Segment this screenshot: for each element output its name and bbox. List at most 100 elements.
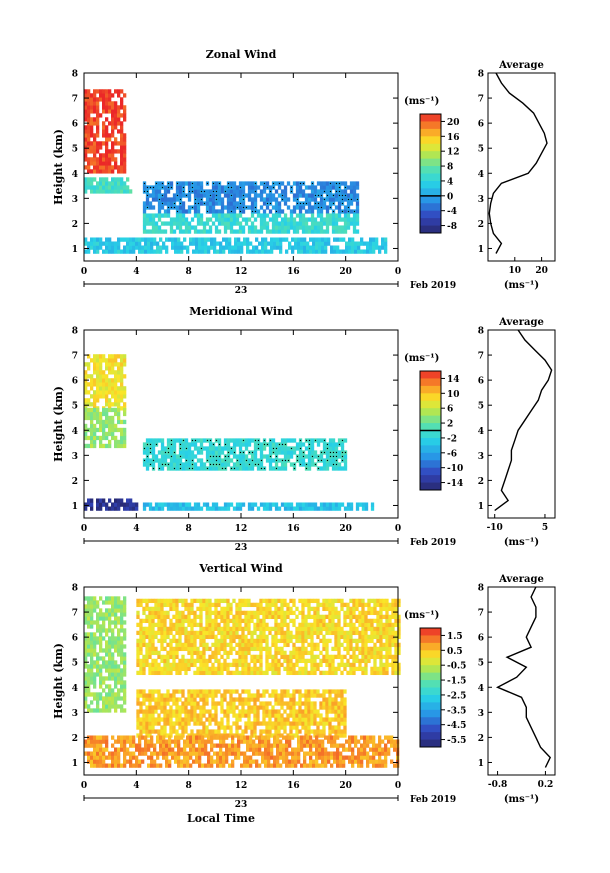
heatmap-cell: [238, 709, 242, 714]
heatmap-cell: [220, 462, 225, 467]
heatmap-cell: [229, 630, 233, 636]
average-y-tick-label: 8: [478, 327, 484, 337]
heatmap-cell: [292, 209, 297, 214]
contour-dot: [314, 202, 317, 205]
heatmap-cell: [102, 241, 106, 246]
heatmap-cell: [208, 634, 212, 640]
heatmap-cell: [312, 237, 316, 242]
heatmap-cell: [157, 602, 161, 608]
heatmap-cell: [256, 713, 260, 718]
heatmap-cell: [265, 193, 270, 198]
heatmap-cell: [319, 717, 323, 722]
heatmap-cell: [328, 502, 333, 507]
heatmap-cell: [123, 93, 127, 98]
heatmap-cell: [102, 696, 106, 701]
heatmap-cell: [390, 735, 394, 740]
heatmap-cell: [220, 666, 224, 672]
heatmap-cell: [175, 729, 179, 734]
heatmap-cell: [301, 713, 305, 718]
heatmap-cell: [277, 213, 282, 218]
heatmap-cell: [114, 620, 118, 625]
contour-dot: [164, 463, 167, 466]
heatmap-cell: [232, 721, 236, 726]
heatmap-cell: [120, 735, 124, 740]
heatmap-cell: [375, 747, 379, 752]
heatmap-cell: [247, 717, 251, 722]
heatmap-cell: [87, 137, 91, 142]
heatmap-cell: [90, 506, 94, 511]
heatmap-cell: [157, 689, 161, 694]
heatmap-cell: [214, 709, 218, 714]
heatmap-cell: [244, 442, 249, 447]
heatmap-cell: [217, 610, 221, 616]
heatmap-cell: [349, 506, 354, 511]
heatmap-cell: [268, 717, 272, 722]
heatmap-cell: [235, 630, 239, 636]
heatmap-cell: [342, 763, 346, 768]
heatmap-cell: [87, 129, 91, 134]
heatmap-cell: [312, 249, 316, 254]
contour-dot: [254, 439, 257, 442]
heatmap-cell: [123, 652, 127, 657]
heatmap-cell: [226, 626, 230, 632]
heatmap-cell: [96, 415, 100, 421]
heatmap-cell: [217, 638, 221, 644]
heatmap-cell: [247, 610, 251, 616]
heatmap-cell: [210, 755, 214, 760]
heatmap-cell: [355, 209, 360, 214]
heatmap-cell: [96, 751, 100, 756]
colorbar-segment: [420, 143, 441, 152]
heatmap-cell: [105, 648, 109, 653]
heatmap-cell: [87, 616, 91, 621]
heatmap-cell: [220, 446, 225, 451]
heatmap-cell: [142, 725, 146, 730]
heatmap-cell: [111, 133, 115, 138]
heatmap-cell: [202, 193, 207, 198]
heatmap-cell: [250, 466, 255, 471]
heatmap-cell: [256, 618, 260, 624]
heatmap-cell: [157, 626, 161, 632]
heatmap-cell: [145, 646, 149, 652]
heatmap-cell: [223, 689, 227, 694]
heatmap-cell: [304, 221, 309, 226]
heatmap-cell: [241, 458, 246, 463]
heatmap-cell: [232, 598, 236, 604]
heatmap-cell: [309, 739, 313, 744]
heatmap-cell: [261, 241, 265, 246]
heatmap-cell: [273, 237, 277, 242]
heatmap-cell: [324, 755, 328, 760]
heatmap-cell: [226, 650, 230, 656]
heatmap-cell: [297, 739, 301, 744]
heatmap-cell: [324, 735, 328, 740]
heatmap-cell: [87, 382, 91, 387]
heatmap-cell: [337, 217, 342, 222]
heatmap-cell: [229, 610, 233, 616]
heatmap-cell: [105, 684, 109, 689]
heatmap-cell: [84, 680, 88, 685]
heatmap-cell: [93, 608, 97, 613]
heatmap-cell: [157, 606, 161, 612]
contour-dot: [329, 190, 332, 193]
heatmap-cell: [316, 438, 321, 443]
contour-dot: [320, 206, 323, 209]
heatmap-cell: [378, 747, 382, 752]
heatmap-cell: [105, 109, 109, 114]
heatmap-cell: [334, 197, 339, 202]
heatmap-cell: [318, 249, 322, 254]
colorbar-tick-label: 12: [447, 148, 460, 158]
heatmap-cell: [349, 221, 354, 226]
heatmap-cell: [99, 378, 103, 383]
heatmap-cell: [141, 237, 145, 242]
heatmap-cell: [214, 506, 219, 511]
heatmap-cell: [201, 237, 205, 242]
heatmap-cell: [355, 506, 360, 511]
heatmap-cells: [84, 596, 401, 768]
heatmap-cell: [96, 616, 100, 621]
heatmap-cell: [184, 646, 188, 652]
heatmap-cell: [255, 245, 259, 250]
contour-dot: [275, 455, 278, 458]
heatmap-cell: [286, 454, 291, 459]
heatmap-cell: [120, 763, 124, 768]
heatmap-cell: [99, 411, 103, 417]
heatmap-cell: [90, 620, 94, 625]
